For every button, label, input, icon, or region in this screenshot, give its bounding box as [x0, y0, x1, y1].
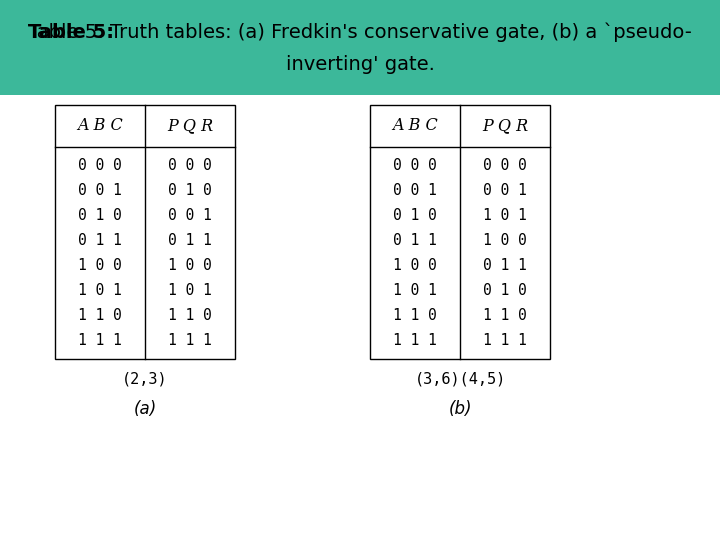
Text: (3,6)(4,5): (3,6)(4,5)	[415, 372, 505, 387]
Text: 0 1 0: 0 1 0	[168, 183, 212, 198]
Text: (a): (a)	[133, 400, 157, 418]
Text: A B C: A B C	[77, 118, 123, 134]
Text: 0 1 0: 0 1 0	[483, 283, 527, 298]
Text: 1 0 1: 1 0 1	[483, 208, 527, 223]
Bar	[370, 105, 550, 359]
Text: 0 0 0: 0 0 0	[483, 158, 527, 173]
Text: 0 0 0: 0 0 0	[168, 158, 212, 173]
Text: 1 1 0: 1 1 0	[168, 308, 212, 323]
Text: (2,3): (2,3)	[122, 372, 168, 387]
Bar	[55, 105, 235, 359]
Text: 1 0 1: 1 0 1	[168, 283, 212, 298]
Text: 0 0 0: 0 0 0	[78, 158, 122, 173]
Text: 0 1 1: 0 1 1	[483, 258, 527, 273]
Text: P Q R: P Q R	[167, 118, 213, 134]
Text: P Q R: P Q R	[482, 118, 528, 134]
Text: 1 1 1: 1 1 1	[78, 333, 122, 348]
Text: 0 0 1: 0 0 1	[483, 183, 527, 198]
Text: 0 0 1: 0 0 1	[168, 208, 212, 223]
Text: 1 1 1: 1 1 1	[483, 333, 527, 348]
Text: Table 5: Truth tables: (a) Fredkin's conservative gate, (b) a `pseudo-: Table 5: Truth tables: (a) Fredkin's con…	[28, 22, 692, 42]
Text: 0 1 0: 0 1 0	[393, 208, 437, 223]
Text: 0 1 1: 0 1 1	[393, 233, 437, 248]
Text: 0 1 0: 0 1 0	[78, 208, 122, 223]
Text: 1 0 0: 1 0 0	[393, 258, 437, 273]
Text: inverting' gate.: inverting' gate.	[286, 56, 434, 75]
Text: 0 1 1: 0 1 1	[168, 233, 212, 248]
Text: 0 0 1: 0 0 1	[393, 183, 437, 198]
Text: 1 1 0: 1 1 0	[78, 308, 122, 323]
Text: 1 0 0: 1 0 0	[483, 233, 527, 248]
Text: (b): (b)	[449, 400, 472, 418]
Text: 1 1 0: 1 1 0	[393, 308, 437, 323]
Text: 1 1 1: 1 1 1	[393, 333, 437, 348]
Text: 1 1 1: 1 1 1	[168, 333, 212, 348]
Text: 1 0 1: 1 0 1	[393, 283, 437, 298]
Text: Table 5:: Table 5:	[28, 23, 114, 42]
Text: A B C: A B C	[392, 118, 438, 134]
Text: 1 0 0: 1 0 0	[168, 258, 212, 273]
Bar	[0, 95, 720, 540]
Text: 1 1 0: 1 1 0	[483, 308, 527, 323]
Text: 1 0 1: 1 0 1	[78, 283, 122, 298]
Text: 0 1 1: 0 1 1	[78, 233, 122, 248]
Bar	[0, 0, 720, 95]
Text: 0 0 1: 0 0 1	[78, 183, 122, 198]
Text: 0 0 0: 0 0 0	[393, 158, 437, 173]
Text: 1 0 0: 1 0 0	[78, 258, 122, 273]
